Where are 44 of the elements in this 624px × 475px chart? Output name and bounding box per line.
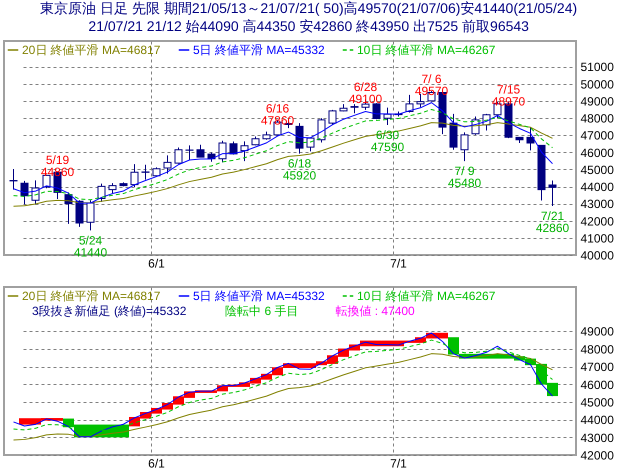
legend-label: 20日 終値平滑 MA=46817 xyxy=(22,43,161,57)
chart-subtitle: 21/07/21 21/12 始44090 高44350 安42860 終43950 出7525 前取96543 xyxy=(88,18,530,34)
annotation: 5/19 44860 xyxy=(40,152,75,179)
x-tick-label: 6/1 xyxy=(148,256,166,270)
y-tick-label: 42000 xyxy=(580,448,614,462)
annotation: 6/18 45920 xyxy=(282,156,317,183)
y-tick-label: 47000 xyxy=(580,128,614,143)
y-tick-label: 49000 xyxy=(580,94,614,108)
chart-title: 東京原油 日足 先限 期間21/05/13～21/07/21( 50)高49570(21/07/06)安41440(21/05/24) xyxy=(40,0,578,16)
annotation: 7/21 42860 xyxy=(536,209,570,236)
y-tick-label: 46000 xyxy=(580,146,614,160)
y-tick-label: 43000 xyxy=(580,430,614,445)
annotation: 6/28 49100 xyxy=(348,80,383,106)
y-tick-label: 40000 xyxy=(580,248,614,262)
y-tick-label: 45000 xyxy=(580,395,614,410)
x-tick-label: 7/1 xyxy=(390,256,408,270)
y-tick-label: 49000 xyxy=(580,324,614,339)
x-tick-label: 7/1 xyxy=(390,456,408,470)
y-tick-label: 48000 xyxy=(580,342,614,356)
x-tick-label: 6/1 xyxy=(148,456,166,470)
annotation: 6/16 47860 xyxy=(260,101,295,128)
annotation: 5/24 41440 xyxy=(74,233,108,260)
y-tick-label: 48000 xyxy=(580,112,614,126)
y-tick-label: 45000 xyxy=(580,162,614,177)
annotation: 7/15 48970 xyxy=(492,82,526,108)
annotation: 3段抜き新値足 (終値)=45332 xyxy=(32,304,187,318)
annotation: 7/ 6 49570 xyxy=(414,72,449,98)
y-tick-label: 42000 xyxy=(580,214,614,228)
legend-label: 10日 終値平滑 MA=46267 xyxy=(357,289,496,303)
y-tick-label: 41000 xyxy=(580,231,614,246)
y-tick-label: 50000 xyxy=(580,77,614,92)
y-tick-label: 47000 xyxy=(580,360,614,374)
y-tick-label: 44000 xyxy=(580,180,614,194)
legend-label: 10日 終値平滑 MA=46267 xyxy=(357,43,496,57)
y-tick-label: 51000 xyxy=(580,60,614,74)
annotation: 陰転中 6 手目 xyxy=(225,304,299,318)
y-tick-label: 44000 xyxy=(580,413,614,428)
y-tick-label: 43000 xyxy=(580,197,614,212)
annotation: 7/ 9 45480 xyxy=(448,164,482,190)
annotation: 転換値 : 47400 xyxy=(335,304,416,318)
legend-label: 5日 終値平滑 MA=45332 xyxy=(193,289,326,303)
y-tick-label: 46000 xyxy=(580,378,614,392)
legend-label: 5日 終値平滑 MA=45332 xyxy=(193,43,326,57)
legend-label: 20日 終値平滑 MA=46817 xyxy=(22,289,161,303)
